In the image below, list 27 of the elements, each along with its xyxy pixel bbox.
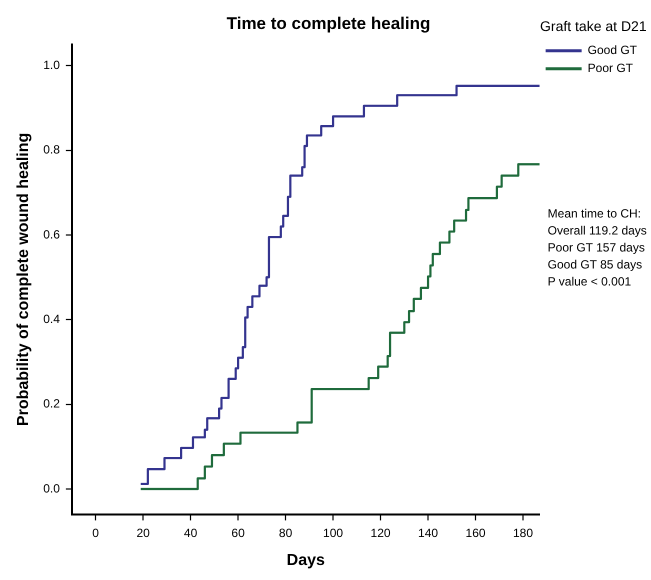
y-tick-label: 0.6 bbox=[43, 227, 60, 242]
text: Overall 119.2 days bbox=[548, 223, 647, 238]
x-tick-label: 0 bbox=[92, 526, 100, 540]
legend-title: Graft take at D21 bbox=[540, 18, 647, 34]
y-tick-label: 0.2 bbox=[43, 396, 60, 411]
y-axis-title: Probability of complete wound healing bbox=[15, 132, 32, 426]
x-tick-label: 40 bbox=[184, 526, 198, 540]
text: P value < 0.001 bbox=[548, 274, 632, 288]
x-tick-label: 100 bbox=[323, 526, 344, 540]
y-tick-label: 0.4 bbox=[43, 312, 60, 326]
text: Mean time to CH: bbox=[548, 206, 642, 220]
y-tick-label: 0.0 bbox=[43, 481, 60, 496]
x-tick-label: 20 bbox=[136, 526, 150, 540]
legend-label: Poor GT bbox=[588, 61, 634, 76]
x-tick-label: 60 bbox=[231, 526, 246, 540]
text: Poor GT 157 days bbox=[548, 240, 645, 254]
x-tick-label: 140 bbox=[418, 526, 438, 540]
y-tick-label: 1.0 bbox=[43, 58, 60, 72]
x-tick-label: 180 bbox=[513, 526, 534, 540]
x-tick-label: 160 bbox=[466, 526, 486, 540]
x-tick-label: 80 bbox=[278, 526, 293, 540]
legend-label: Good GT bbox=[588, 43, 638, 58]
text: Good GT 85 days bbox=[548, 257, 642, 272]
y-tick-label: 0.8 bbox=[43, 142, 60, 157]
chart-title: Time to complete healing bbox=[226, 14, 430, 33]
x-tick-label: 120 bbox=[370, 526, 391, 540]
x-axis-title: Days bbox=[286, 552, 325, 569]
